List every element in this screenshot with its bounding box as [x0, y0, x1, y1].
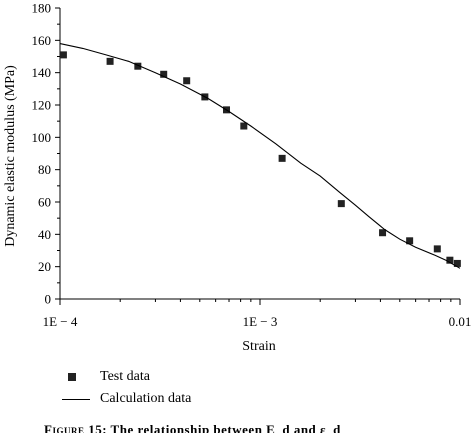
test-data-point — [379, 229, 387, 237]
y-tick-label: 20 — [38, 259, 51, 274]
caption-prefix: Figure — [44, 422, 85, 433]
y-tick-label: 60 — [38, 195, 51, 210]
y-tick-label: 100 — [32, 130, 52, 145]
y-axis-title: Dynamic elastic modulus (MPa) — [3, 65, 18, 247]
axes: 0 20 40 60 80 100 120 140 160 180 1E − 4 1E − 3 0.01 — [32, 1, 472, 330]
calculation-line — [59, 43, 461, 269]
test-data-point — [106, 57, 114, 65]
y-tick-label: 120 — [32, 98, 52, 113]
test-data-point — [134, 62, 142, 70]
y-tick-label: 80 — [38, 162, 51, 177]
y-tick-label: 0 — [45, 292, 52, 307]
test-data-point — [433, 245, 441, 253]
legend: Test data Calculation data — [62, 366, 191, 410]
caption-text: 15: The relationship between E_d and ε_d — [84, 422, 341, 433]
test-data-point — [446, 256, 454, 264]
legend-label: Calculation data — [100, 391, 192, 406]
test-data-point — [406, 237, 414, 245]
y-tick-label: 160 — [32, 33, 52, 48]
x-tick-label: 1E − 3 — [243, 314, 278, 329]
test-data-point — [183, 77, 191, 85]
plot-area — [59, 43, 461, 269]
test-data-point — [278, 154, 286, 162]
test-data-point — [59, 51, 67, 59]
figure-caption: Figure 15: The relationship between E_d … — [44, 422, 341, 433]
y-tick-label: 180 — [32, 1, 52, 16]
x-axis-title: Strain — [242, 339, 275, 354]
test-data-point — [453, 259, 461, 267]
legend-item-test-data: Test data — [62, 366, 191, 388]
y-tick-label: 140 — [32, 65, 52, 80]
test-data-point — [160, 70, 168, 78]
legend-item-calculation-data: Calculation data — [62, 388, 191, 410]
square-marker-icon — [62, 370, 96, 384]
y-tick-label: 40 — [38, 227, 51, 242]
line-marker-icon — [62, 392, 96, 406]
legend-label: Test data — [100, 369, 150, 384]
x-tick-label: 0.01 — [449, 314, 472, 329]
test-data-point — [240, 122, 248, 130]
x-tick-label: 1E − 4 — [43, 314, 78, 329]
test-data-point — [337, 200, 345, 208]
